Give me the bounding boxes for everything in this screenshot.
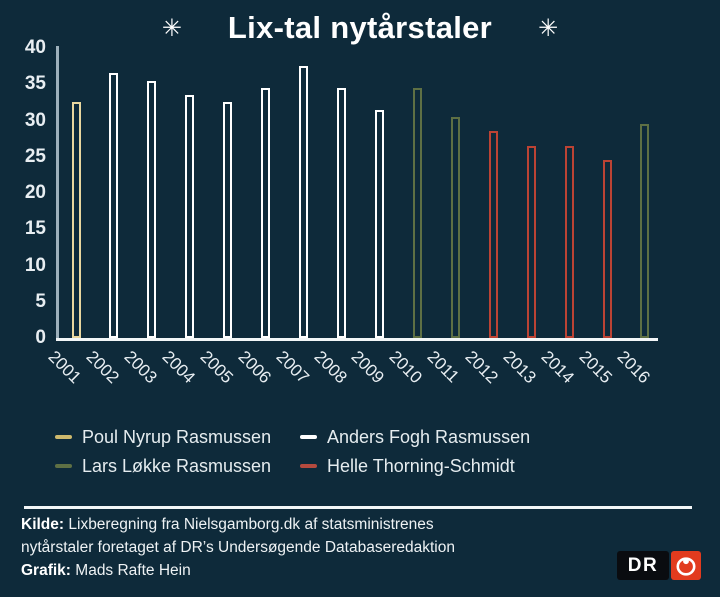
legend-label: Poul Nyrup Rasmussen bbox=[82, 426, 272, 447]
x-axis-label-2008: 2008 bbox=[310, 347, 351, 388]
footer: Kilde: Lixberegning fra Nielsgamborg.dk … bbox=[21, 513, 455, 582]
bar-2016 bbox=[640, 124, 650, 338]
dr-logo-text: DR bbox=[627, 554, 659, 576]
bar-2011 bbox=[450, 116, 460, 338]
x-axis-label-2006: 2006 bbox=[234, 347, 275, 388]
bar-2010 bbox=[412, 87, 422, 338]
x-axis-label-2004: 2004 bbox=[158, 347, 199, 388]
legend-swatch-icon bbox=[55, 464, 72, 468]
legend-item-lars-loekke-rasmussen: Lars Løkke Rasmussen bbox=[55, 455, 271, 477]
y-axis-tick-20: 20 bbox=[24, 182, 46, 203]
x-axis-label-2007: 2007 bbox=[272, 347, 313, 388]
x-axis-label-2014: 2014 bbox=[537, 347, 578, 388]
bar-2005 bbox=[223, 102, 233, 338]
snowflake-asterisk-icon: ✳ bbox=[161, 15, 182, 42]
legend-label: Anders Fogh Rasmussen bbox=[327, 426, 531, 447]
x-axis-line bbox=[56, 338, 658, 341]
page-title: Lix-tal nytårstaler bbox=[227, 10, 493, 45]
legend-item-poul-nyrup-rasmussen: Poul Nyrup Rasmussen bbox=[55, 426, 271, 448]
y-axis-line bbox=[56, 46, 59, 340]
bar-2004 bbox=[185, 95, 195, 338]
bar-2012 bbox=[488, 131, 498, 338]
x-axis-label-2005: 2005 bbox=[196, 347, 237, 388]
legend-swatch-icon bbox=[300, 435, 317, 439]
bar-2006 bbox=[261, 87, 271, 338]
y-axis-tick-40: 40 bbox=[24, 37, 46, 58]
legend-item-anders-fogh-rasmussen: Anders Fogh Rasmussen bbox=[300, 426, 530, 448]
bar-2003 bbox=[147, 80, 157, 338]
y-axis-tick-5: 5 bbox=[35, 290, 46, 312]
source-label: Kilde: bbox=[21, 516, 65, 533]
legend-label: Lars Løkke Rasmussen bbox=[82, 455, 272, 476]
x-axis-label-2009: 2009 bbox=[348, 347, 389, 388]
y-axis-tick-15: 15 bbox=[24, 218, 46, 240]
source-line-2: nytårstaler foretaget af DR’s Undersøgen… bbox=[21, 539, 455, 556]
snowflake-asterisk-icon: ✳ bbox=[538, 15, 559, 42]
source-text: Lixberegning fra Nielsgamborg.dk af stat… bbox=[68, 516, 434, 533]
x-axis-label-2011: 2011 bbox=[423, 347, 464, 387]
bar-2015 bbox=[602, 160, 612, 338]
x-axis-label-2001: 2001 bbox=[44, 347, 85, 388]
footer-separator bbox=[24, 506, 692, 509]
credit-label: Grafik: bbox=[21, 562, 71, 579]
y-axis-tick-25: 25 bbox=[24, 145, 46, 167]
dr-logo: DR bbox=[617, 551, 701, 580]
bar-2007 bbox=[299, 66, 309, 338]
legend-swatch-icon bbox=[300, 464, 317, 468]
y-axis-tick-10: 10 bbox=[24, 254, 46, 276]
y-axis-tick-30: 30 bbox=[24, 109, 46, 131]
legend-swatch-icon bbox=[55, 435, 72, 439]
x-axis-label-2012: 2012 bbox=[461, 347, 502, 388]
y-axis-tick-0: 0 bbox=[35, 327, 46, 348]
legend-item-helle-thorning-schmidt: Helle Thorning-Schmidt bbox=[300, 455, 515, 477]
x-axis-label-2003: 2003 bbox=[120, 347, 161, 388]
bar-2013 bbox=[526, 145, 536, 338]
bar-2014 bbox=[564, 145, 574, 338]
dr-logo-wordmark: DR bbox=[617, 551, 669, 580]
bar-2001 bbox=[71, 102, 81, 338]
bar-2008 bbox=[337, 87, 346, 338]
source-line-1: Kilde: Lixberegning fra Nielsgamborg.dk … bbox=[21, 513, 455, 536]
legend-label: Helle Thorning-Schmidt bbox=[327, 455, 515, 476]
credit-line: Grafik: Mads Rafte Hein bbox=[21, 559, 455, 582]
title-row: ✳ Lix-tal nytårstaler ✳ bbox=[0, 6, 720, 50]
x-axis-label-2013: 2013 bbox=[499, 347, 540, 388]
bar-2002 bbox=[109, 73, 119, 338]
credit-text: Mads Rafte Hein bbox=[75, 562, 191, 579]
x-axis-label-2002: 2002 bbox=[82, 347, 123, 388]
bar-2009 bbox=[374, 109, 384, 338]
dr-eye-icon bbox=[671, 551, 701, 580]
y-axis-tick-35: 35 bbox=[24, 73, 46, 95]
x-axis-label-2015: 2015 bbox=[575, 347, 616, 388]
x-axis-label-2010: 2010 bbox=[385, 347, 427, 388]
x-axis-label-2016: 2016 bbox=[613, 347, 654, 388]
